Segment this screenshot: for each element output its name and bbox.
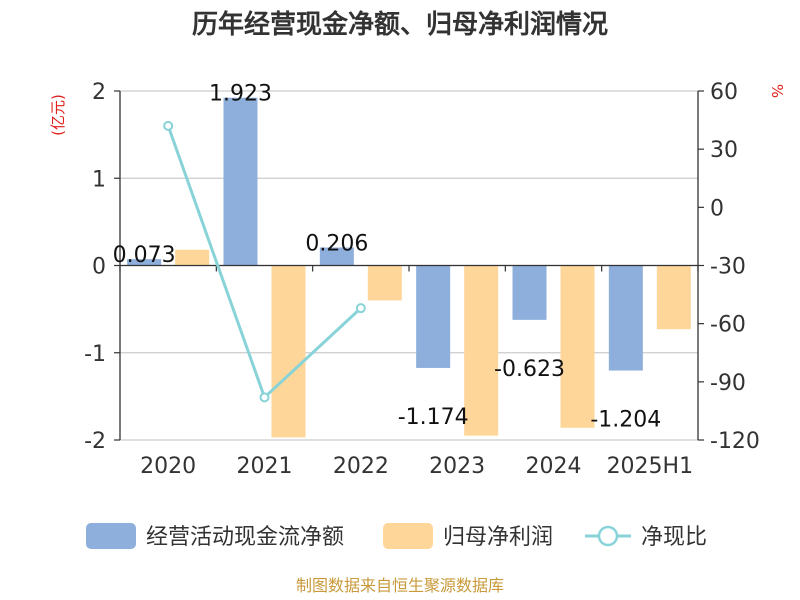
cashflow-bar [416,265,451,368]
x-tick-label: 2021 [237,454,293,479]
ratio-line [163,120,366,403]
right-tick-label: 30 [710,138,738,163]
left-tick-label: 1 [92,167,106,192]
cashflow-bar [127,259,162,266]
left-tick-label: 2 [92,80,106,105]
profit-bar [560,265,595,428]
cashflow-bar [223,97,258,266]
x-tick-label: 2020 [140,454,196,479]
ratio-point [259,392,270,403]
bars [127,97,691,438]
ratio-point [163,120,174,131]
right-tick-label: -60 [710,313,746,338]
left-tick-label: -1 [84,342,106,367]
legend-swatch-ratio-marker[interactable] [597,525,619,547]
left-tick-label: -2 [84,429,106,454]
source-note: 制图数据来自恒生聚源数据库 [296,576,504,595]
legend-label-cashflow[interactable]: 经营活动现金流净额 [146,525,344,550]
profit-bar [271,265,306,438]
left-axis-unit: (亿元) [49,94,67,136]
right-tick-label: 0 [710,196,724,221]
legend-label-ratio[interactable]: 净现比 [641,525,707,550]
cashflow-bar [608,265,643,371]
chart-title: 历年经营现金净额、归母净利润情况 [192,9,608,40]
cashflow-data-label: 1.923 [209,82,272,107]
right-tick-label: -30 [710,255,746,280]
x-tick-label: 2025H1 [607,454,694,479]
cashflow-data-label: -1.174 [398,405,469,430]
left-tick-label: 0 [92,255,106,280]
cashflow-data-label: -1.204 [590,408,661,433]
right-tick-label: -120 [710,429,760,454]
profit-bar [367,265,402,301]
ratio-point [355,303,366,314]
cashflow-bar [319,247,354,266]
data-labels: 0.073 1.923 0.206 -1.174 -0.623 -1.204 [113,82,662,433]
right-axis-unit: % [768,84,786,98]
cashflow-bar [512,265,547,320]
axes: -2 -1 0 1 2 -120 -90 -60 -30 0 30 60 2020 2021 2022 202… [84,80,760,479]
profit-bar [656,265,691,330]
legend-swatch-profit[interactable] [383,523,433,549]
cashflow-data-label: -0.623 [494,357,565,382]
legend: 经营活动现金流净额 归母净利润 净现比 [86,523,707,550]
x-tick-label: 2023 [429,454,485,479]
x-tick-label: 2024 [526,454,582,479]
profit-bar [175,249,210,266]
cashflow-data-label: 0.073 [113,243,176,268]
legend-label-profit[interactable]: 归母净利润 [443,525,553,550]
right-tick-label: -90 [710,371,746,396]
x-tick-label: 2022 [333,454,389,479]
profit-bar [464,265,499,436]
right-tick-label: 60 [710,80,738,105]
cashflow-data-label: 0.206 [305,232,368,257]
legend-swatch-cashflow[interactable] [86,523,136,549]
